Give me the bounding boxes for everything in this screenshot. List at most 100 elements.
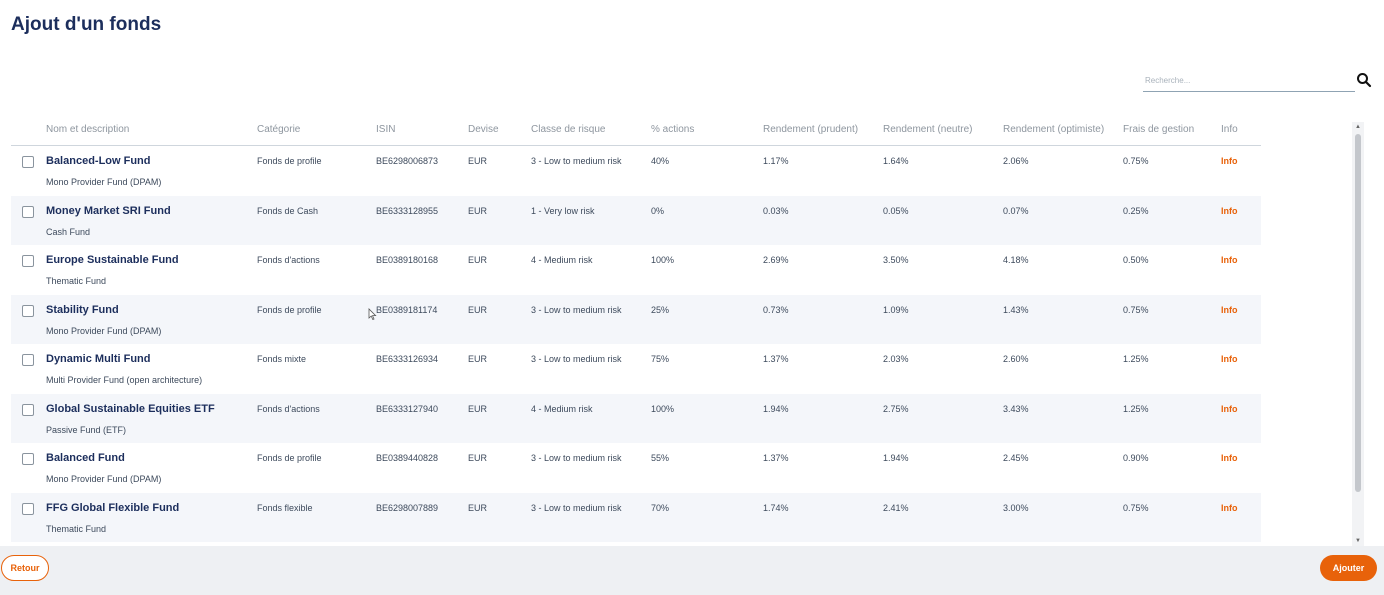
scroll-down-arrow-icon[interactable]: ▼ <box>1355 538 1361 544</box>
table-body: Balanced-Low Fund Mono Provider Fund (DPA… <box>11 146 1261 542</box>
info-link[interactable]: Info <box>1221 354 1238 364</box>
row-checkbox[interactable] <box>22 453 34 465</box>
cell-management-fees: 0.90% <box>1123 453 1149 463</box>
header-category[interactable]: Catégorie <box>257 124 301 135</box>
info-link[interactable]: Info <box>1221 205 1238 216</box>
table-row[interactable]: Money Market SRI Fund Cash Fund Fonds de C… <box>11 195 1261 245</box>
header-isin[interactable]: ISIN <box>376 124 396 135</box>
row-checkbox[interactable] <box>22 205 34 218</box>
row-checkbox[interactable] <box>22 255 34 267</box>
info-link[interactable]: Info <box>1221 502 1238 513</box>
cell-currency: EUR <box>468 156 488 166</box>
table-row[interactable]: Global Sustainable Equities ETF Passive F… <box>11 393 1261 443</box>
table-row[interactable]: Europe Sustainable Fund Thematic Fund Fond… <box>11 245 1261 295</box>
fund-name: Global Sustainable Equities ETF <box>46 402 215 415</box>
cell-return-prudent: 2.69% <box>763 255 789 265</box>
cell-isin: BE6298007889 <box>376 502 439 513</box>
cell-return-prudent: 0.03% <box>763 205 789 216</box>
fund-description: Thematic Fund <box>46 276 107 286</box>
fund-name: Dynamic Multi Fund <box>46 353 151 365</box>
cell-return-prudent: 1.74% <box>763 502 789 513</box>
header-risk-class[interactable]: Classe de risque <box>531 124 606 135</box>
info-link[interactable]: Info <box>1221 453 1238 463</box>
row-checkbox[interactable] <box>22 502 34 515</box>
fund-description: Thematic Fund <box>46 523 107 534</box>
mouse-cursor-icon <box>368 308 377 321</box>
cell-category: Fonds flexible <box>257 502 313 513</box>
search-icon[interactable] <box>1356 72 1372 88</box>
cell-return-neutral: 2.75% <box>883 403 909 414</box>
cell-isin: BE6333126934 <box>376 354 439 364</box>
funds-table: Nom et description Catégorie ISIN Devise… <box>11 118 1261 542</box>
cell-equity-percent: 100% <box>651 403 675 414</box>
header-return-prudent[interactable]: Rendement (prudent) <box>763 124 859 135</box>
table-row[interactable]: Balanced-Low Fund Mono Provider Fund (DPA… <box>11 146 1261 196</box>
cell-risk-class: 3 - Low to medium risk <box>531 502 622 513</box>
search-bar <box>1143 70 1372 92</box>
cell-return-optimistic: 2.06% <box>1003 156 1029 166</box>
cell-equity-percent: 75% <box>651 354 670 364</box>
cell-management-fees: 0.50% <box>1123 255 1149 265</box>
table-row[interactable]: Balanced Fund Mono Provider Fund (DPAM) Fo… <box>11 443 1261 493</box>
header-return-neutral[interactable]: Rendement (neutre) <box>883 124 973 135</box>
cell-return-neutral: 1.64% <box>883 156 909 166</box>
cell-risk-class: 3 - Low to medium risk <box>531 156 622 166</box>
cell-management-fees: 1.25% <box>1123 403 1149 414</box>
cell-return-optimistic: 0.07% <box>1003 205 1029 216</box>
table-row[interactable]: Stability Fund Mono Provider Fund (DPAM) F… <box>11 294 1261 344</box>
cell-isin: BE0389181174 <box>376 304 438 315</box>
cell-currency: EUR <box>468 304 488 315</box>
table-row[interactable]: FFG Global Flexible Fund Thematic Fund Fon… <box>11 492 1261 542</box>
scroll-up-arrow-icon[interactable]: ▲ <box>1355 124 1361 130</box>
fund-name: Balanced-Low Fund <box>46 155 151 167</box>
header-return-optimistic[interactable]: Rendement (optimiste) <box>1003 124 1105 135</box>
cell-equity-percent: 25% <box>651 304 670 315</box>
cell-currency: EUR <box>468 502 488 513</box>
cell-equity-percent: 55% <box>651 453 670 463</box>
cell-category: Fonds de Cash <box>257 205 319 216</box>
cell-return-neutral: 0.05% <box>883 205 909 216</box>
header-management-fees[interactable]: Frais de gestion <box>1123 124 1195 135</box>
info-link[interactable]: Info <box>1221 156 1238 166</box>
fund-description: Multi Provider Fund (open architecture) <box>46 375 203 385</box>
cell-return-optimistic: 4.18% <box>1003 255 1029 265</box>
row-checkbox[interactable] <box>22 156 34 168</box>
search-input[interactable] <box>1143 70 1355 92</box>
cell-return-prudent: 1.94% <box>763 403 789 414</box>
fund-description: Cash Fund <box>46 226 91 237</box>
cell-return-neutral: 1.09% <box>883 304 909 315</box>
back-button[interactable]: Retour <box>1 555 49 581</box>
cell-return-neutral: 3.50% <box>883 255 909 265</box>
add-button[interactable]: Ajouter <box>1320 555 1377 581</box>
table-row[interactable]: Dynamic Multi Fund Multi Provider Fund (o… <box>11 344 1261 394</box>
row-checkbox[interactable] <box>22 304 34 317</box>
cell-risk-class: 3 - Low to medium risk <box>531 304 622 315</box>
fund-name: Europe Sustainable Fund <box>46 254 179 266</box>
scrollbar-thumb[interactable] <box>1355 134 1361 492</box>
header-info: Info <box>1221 124 1238 135</box>
cell-return-prudent: 1.37% <box>763 453 789 463</box>
cell-category: Fonds de profile <box>257 453 322 463</box>
cell-management-fees: 1.25% <box>1123 354 1149 364</box>
fund-name: Balanced Fund <box>46 452 125 464</box>
row-checkbox[interactable] <box>22 354 34 366</box>
info-link[interactable]: Info <box>1221 403 1238 414</box>
cell-return-neutral: 1.94% <box>883 453 909 463</box>
table-scrollbar[interactable]: ▲ ▼ <box>1352 122 1364 546</box>
cell-category: Fonds de profile <box>257 304 322 315</box>
header-equity-percent[interactable]: % actions <box>651 124 695 135</box>
cell-currency: EUR <box>468 354 488 364</box>
cell-equity-percent: 0% <box>651 205 665 216</box>
cell-equity-percent: 40% <box>651 156 670 166</box>
info-link[interactable]: Info <box>1221 304 1238 315</box>
header-name[interactable]: Nom et description <box>46 124 130 135</box>
row-checkbox[interactable] <box>22 403 34 416</box>
fund-description: Mono Provider Fund (DPAM) <box>46 177 162 187</box>
header-currency[interactable]: Devise <box>468 124 499 135</box>
fund-name: FFG Global Flexible Fund <box>46 501 180 514</box>
cell-return-prudent: 0.73% <box>763 304 789 315</box>
fund-description: Passive Fund (ETF) <box>46 424 127 435</box>
info-link[interactable]: Info <box>1221 255 1238 265</box>
cell-risk-class: 1 - Very low risk <box>531 205 595 216</box>
cell-risk-class: 4 - Medium risk <box>531 255 593 265</box>
